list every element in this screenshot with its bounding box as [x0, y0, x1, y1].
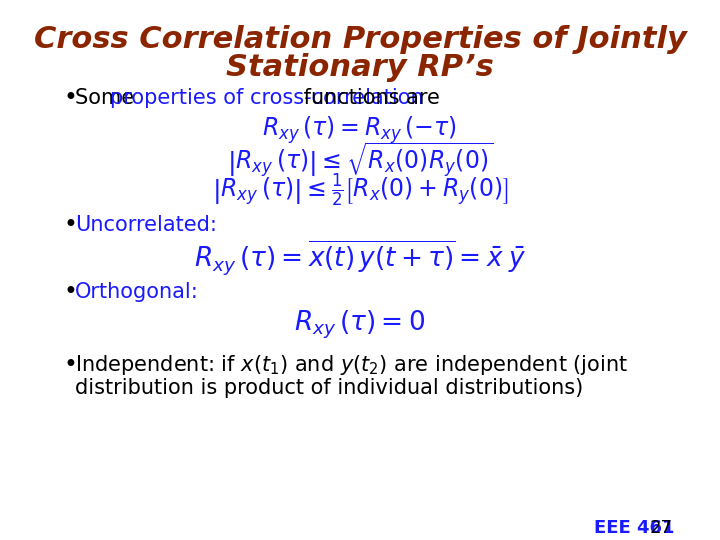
Text: Orthogonal:: Orthogonal:	[75, 282, 199, 302]
Text: EEE 461: EEE 461	[595, 519, 675, 537]
Text: •: •	[63, 280, 77, 304]
Text: •: •	[63, 353, 77, 377]
Text: •: •	[63, 86, 77, 110]
Text: properties of cross-correlation: properties of cross-correlation	[110, 88, 423, 108]
Text: functions are: functions are	[297, 88, 439, 108]
Text: $R_{xy}\,(\tau) = R_{xy}\,(-\tau)$: $R_{xy}\,(\tau) = R_{xy}\,(-\tau)$	[263, 114, 457, 146]
Text: $R_{xy}\,(\tau) = \overline{x(t)\,y(t+\tau)} = \bar{x}\;\bar{y}$: $R_{xy}\,(\tau) = \overline{x(t)\,y(t+\t…	[194, 239, 526, 278]
Text: 27: 27	[650, 519, 673, 537]
Text: $R_{xy}\,(\tau) = 0$: $R_{xy}\,(\tau) = 0$	[294, 309, 426, 341]
Text: Some: Some	[75, 88, 141, 108]
Text: Cross Correlation Properties of Jointly: Cross Correlation Properties of Jointly	[34, 25, 686, 55]
Text: Stationary RP’s: Stationary RP’s	[226, 53, 494, 83]
Text: $\left|R_{xy}\,(\tau)\right| \leq \frac{1}{2}\left[R_x(0) + R_y(0)\right]$: $\left|R_{xy}\,(\tau)\right| \leq \frac{…	[212, 171, 508, 208]
Text: •: •	[63, 213, 77, 237]
Text: distribution is product of individual distributions): distribution is product of individual di…	[75, 378, 583, 398]
Text: $\left|R_{xy}\,(\tau)\right| \leq \sqrt{R_x(0)R_y(0)}$: $\left|R_{xy}\,(\tau)\right| \leq \sqrt{…	[227, 140, 493, 180]
Text: Independent: if $x(t_1)$ and $y(t_2)$ are independent (joint: Independent: if $x(t_1)$ and $y(t_2)$ ar…	[75, 353, 629, 377]
Text: Uncorrelated:: Uncorrelated:	[75, 215, 217, 235]
